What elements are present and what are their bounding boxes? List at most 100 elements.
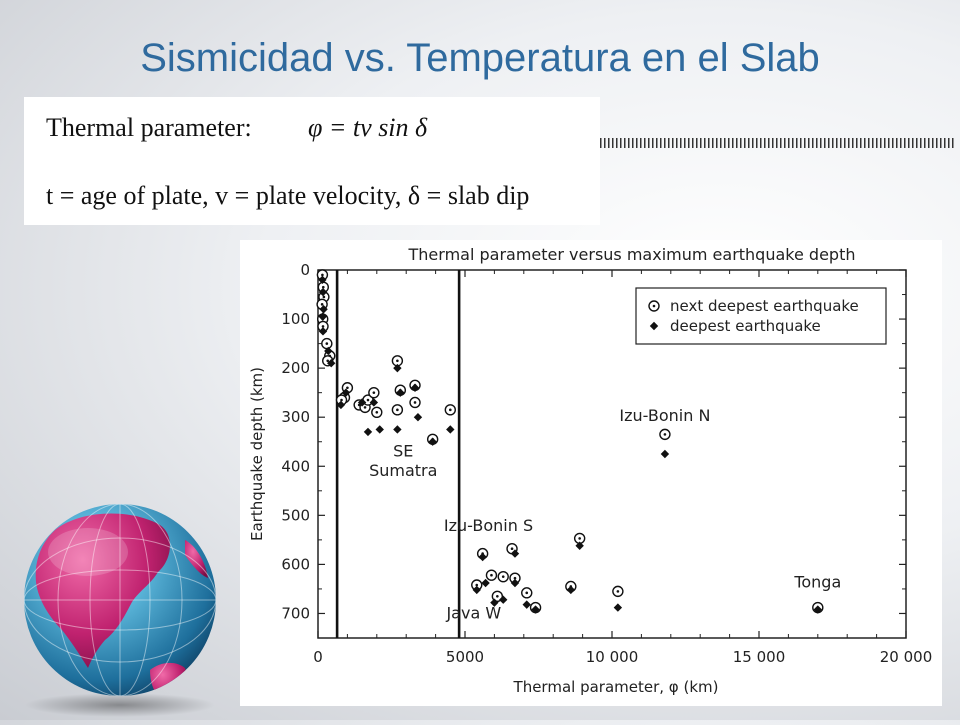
x-axis-label: Thermal parameter, φ (km) [513, 678, 719, 696]
chart-title: Thermal parameter versus maximum earthqu… [408, 245, 856, 264]
region-annotation: Java W [445, 603, 501, 622]
decorative-tick-strip [600, 138, 956, 148]
circle-center-dot [501, 575, 505, 578]
next-deepest-point [612, 585, 624, 598]
chart-labels: 0 5000 10 000 15 000 20 000 0 100 200 300 400 500 6… [248, 245, 932, 696]
region-annotation: Tonga [793, 572, 841, 591]
deepest-point [319, 305, 328, 314]
circle-center-dot [321, 285, 325, 289]
x-tick-label: 20 000 [880, 648, 933, 666]
circle-center-dot [413, 401, 417, 404]
circle-center-dot [321, 273, 324, 277]
circle-center-dot [322, 295, 326, 299]
deepest-point [393, 425, 402, 434]
y-tick-label: 100 [281, 310, 310, 328]
deepest-point [318, 275, 327, 285]
circle-center-dot [396, 359, 399, 363]
circle-center-dot [346, 386, 349, 390]
legend-entry-label: next deepest earthquake [670, 297, 859, 315]
deepest-point [369, 398, 379, 407]
deepest-point [499, 595, 508, 604]
deepest-point [410, 383, 420, 392]
formula-label: Thermal parameter: [46, 113, 252, 142]
chart-panel: 0 5000 10 000 15 000 20 000 0 100 200 300 400 500 6… [240, 240, 942, 706]
circle-center-dot [663, 433, 667, 436]
deepest-point [363, 427, 373, 437]
y-axis-label: Earthquake depth (km) [248, 367, 266, 541]
circle-center-dot [366, 398, 370, 402]
legend-box [635, 287, 887, 345]
chart-points [316, 269, 824, 614]
deepest-point [522, 600, 531, 609]
deepest-point [510, 549, 520, 558]
circle-center-dot [652, 304, 656, 308]
circle-center-dot [326, 359, 330, 363]
next-deepest-point [491, 590, 504, 602]
circle-center-dot [321, 325, 325, 328]
slide-title: Sismicidad vs. Temperatura en el Slab [140, 36, 820, 80]
y-tick-label: 200 [281, 359, 310, 377]
circle-center-dot [616, 590, 620, 593]
deepest-point [318, 287, 328, 297]
formula-panel: Thermal parameter: φ = tv sin δ t = age … [24, 97, 600, 225]
region-annotation: SE [393, 441, 413, 460]
circle-center-dot [325, 342, 329, 345]
circle-center-dot [340, 398, 343, 402]
formula-variables: t = age of plate, v = plate velocity, δ … [46, 181, 530, 210]
region-annotation: Sumatra [369, 461, 437, 480]
next-deepest-point [497, 570, 509, 583]
deepest-point [318, 312, 327, 321]
region-annotation: Izu-Bonin N [619, 406, 710, 425]
deepest-point [490, 598, 499, 607]
circle-center-dot [490, 573, 493, 577]
y-tick-label: 600 [281, 555, 310, 573]
deepest-point [413, 413, 423, 422]
next-deepest-point [371, 406, 383, 418]
deepest-point [649, 321, 659, 331]
x-tick-label: 0 [313, 648, 323, 666]
deepest-point [336, 400, 346, 410]
legend-entry-label: deepest earthquake [670, 317, 821, 335]
circle-center-dot [396, 408, 399, 412]
scatter-chart: 0 5000 10 000 15 000 20 000 0 100 200 300 400 500 6… [248, 245, 932, 696]
deepest-point [327, 359, 336, 368]
circle-center-dot [449, 408, 452, 412]
circle-center-dot [578, 537, 581, 540]
y-tick-label: 500 [281, 506, 310, 524]
deepest-point [396, 388, 405, 397]
next-deepest-point [444, 404, 457, 416]
deepest-point [357, 398, 367, 407]
deepest-point [660, 449, 670, 459]
circle-center-dot [525, 591, 529, 595]
next-deepest-point [659, 428, 671, 441]
globe-icon [24, 504, 216, 717]
region-annotation: Izu-Bonin S [444, 516, 533, 535]
deepest-point [813, 605, 822, 614]
circle-center-dot [372, 391, 376, 394]
y-tick-label: 300 [281, 408, 310, 426]
next-deepest-point [521, 587, 533, 599]
deepest-point [613, 603, 623, 612]
deepest-point [318, 327, 328, 336]
next-deepest-point [648, 300, 660, 312]
deepest-point [481, 578, 490, 588]
deepest-point [472, 585, 481, 595]
deepest-point [375, 425, 384, 434]
chart-frame [317, 269, 907, 639]
formula-definition: Thermal parameter: φ = tv sin δ [46, 113, 427, 143]
circle-center-dot [496, 594, 499, 598]
x-tick-label: 15 000 [733, 648, 786, 666]
circle-center-dot [513, 576, 517, 580]
y-tick-label: 400 [281, 457, 310, 475]
deepest-point [341, 388, 351, 397]
circle-center-dot [375, 410, 379, 414]
circle-center-dot [320, 303, 324, 306]
next-deepest-point [317, 320, 329, 333]
circle-center-dot [510, 547, 514, 550]
y-tick-label: 700 [281, 604, 310, 622]
chart-legend: next deepest earthquake deepest earthquak… [635, 287, 887, 345]
deepest-point [566, 585, 576, 595]
next-deepest-point [409, 396, 421, 409]
next-deepest-point [368, 386, 380, 399]
formula-equation: φ = tv sin δ [308, 113, 428, 142]
